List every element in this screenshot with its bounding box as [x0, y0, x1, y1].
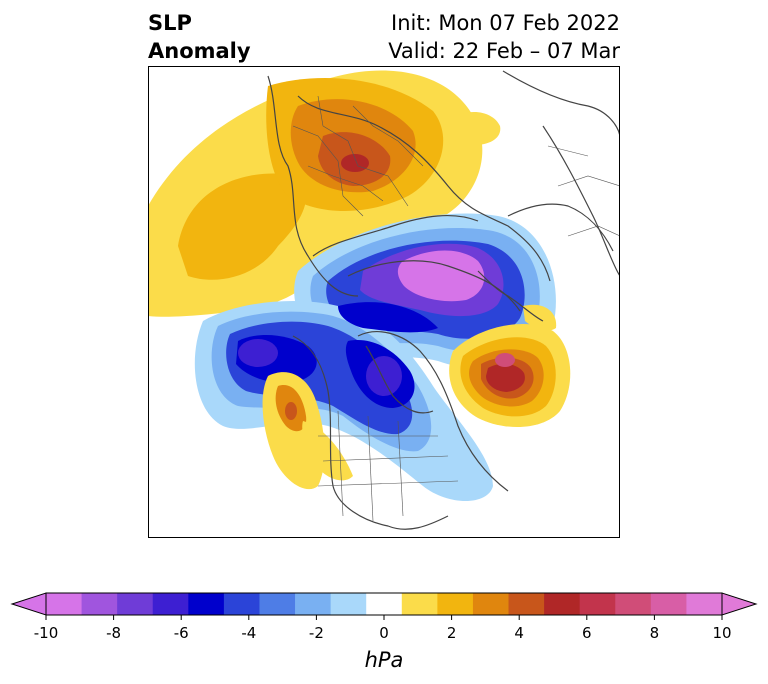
colorbar-tick-label: -2	[309, 624, 324, 642]
colorbar-unit-label: hPa	[365, 648, 404, 672]
colorbar-tick-label: 10	[712, 624, 731, 642]
coastlines	[267, 70, 620, 530]
colorbar-swatch	[81, 593, 118, 615]
colorbar-swatch	[117, 593, 154, 615]
colorbar-swatch	[366, 593, 403, 615]
colorbar-swatch	[544, 593, 581, 615]
colorbar-swatch	[330, 593, 367, 615]
colorbar-swatch	[437, 593, 474, 615]
political-borders	[292, 95, 620, 522]
colorbar-tick-label: -8	[106, 624, 121, 642]
positive-anomaly-atlantic	[449, 304, 571, 428]
title-field: Anomaly	[148, 39, 251, 63]
negative-anomaly-arctic	[294, 213, 556, 368]
colorbar-swatch	[472, 593, 509, 615]
colorbar-swatch	[152, 593, 189, 615]
colorbar-extend-high	[721, 592, 758, 616]
positive-anomaly-europe	[148, 70, 501, 317]
colorbar-tick-label: 6	[582, 624, 592, 642]
colorbar-tick-label: 4	[514, 624, 524, 642]
colorbar-swatch	[223, 593, 260, 615]
chart-title-right: Init: Mon 07 Feb 2022 Valid: 22 Feb – 07…	[388, 9, 620, 65]
chart-title-left: SLP Anomaly	[148, 9, 251, 65]
colorbar-swatch	[686, 593, 723, 615]
colorbar-ticks: -10 -8 -6 -4 -2 0 2 4 6 8 10	[34, 615, 732, 642]
colorbar-swatch	[579, 593, 616, 615]
colorbar-swatch	[188, 593, 225, 615]
colorbar-swatch	[259, 593, 296, 615]
colorbar-tick-label: -10	[34, 624, 59, 642]
colorbar-swatch	[401, 593, 438, 615]
positive-anomaly-us-west	[262, 372, 353, 490]
title-init-date: Init: Mon 07 Feb 2022	[391, 11, 620, 35]
colorbar-tick-label: 8	[650, 624, 660, 642]
colorbar-swatch	[615, 593, 652, 615]
colorbar-tick-label: -6	[174, 624, 189, 642]
colorbar-extend-low	[10, 592, 47, 616]
colorbar-swatch	[508, 593, 545, 615]
colorbar: -10 -8 -6 -4 -2 0 2 4 6 8 10 hPa	[10, 592, 758, 672]
colorbar-tick-label: -4	[241, 624, 256, 642]
colorbar-swatch	[295, 593, 332, 615]
title-valid-range: Valid: 22 Feb – 07 Mar	[388, 39, 620, 63]
colorbar-swatch	[46, 593, 82, 615]
colorbar-tick-label: 0	[379, 624, 389, 642]
colorbar-tick-label: 2	[447, 624, 457, 642]
map-panel	[148, 66, 620, 538]
title-variable: SLP	[148, 11, 192, 35]
colorbar-swatch	[650, 593, 687, 615]
colorbar-swatches	[10, 592, 758, 616]
negative-anomaly-north-america	[194, 301, 493, 501]
